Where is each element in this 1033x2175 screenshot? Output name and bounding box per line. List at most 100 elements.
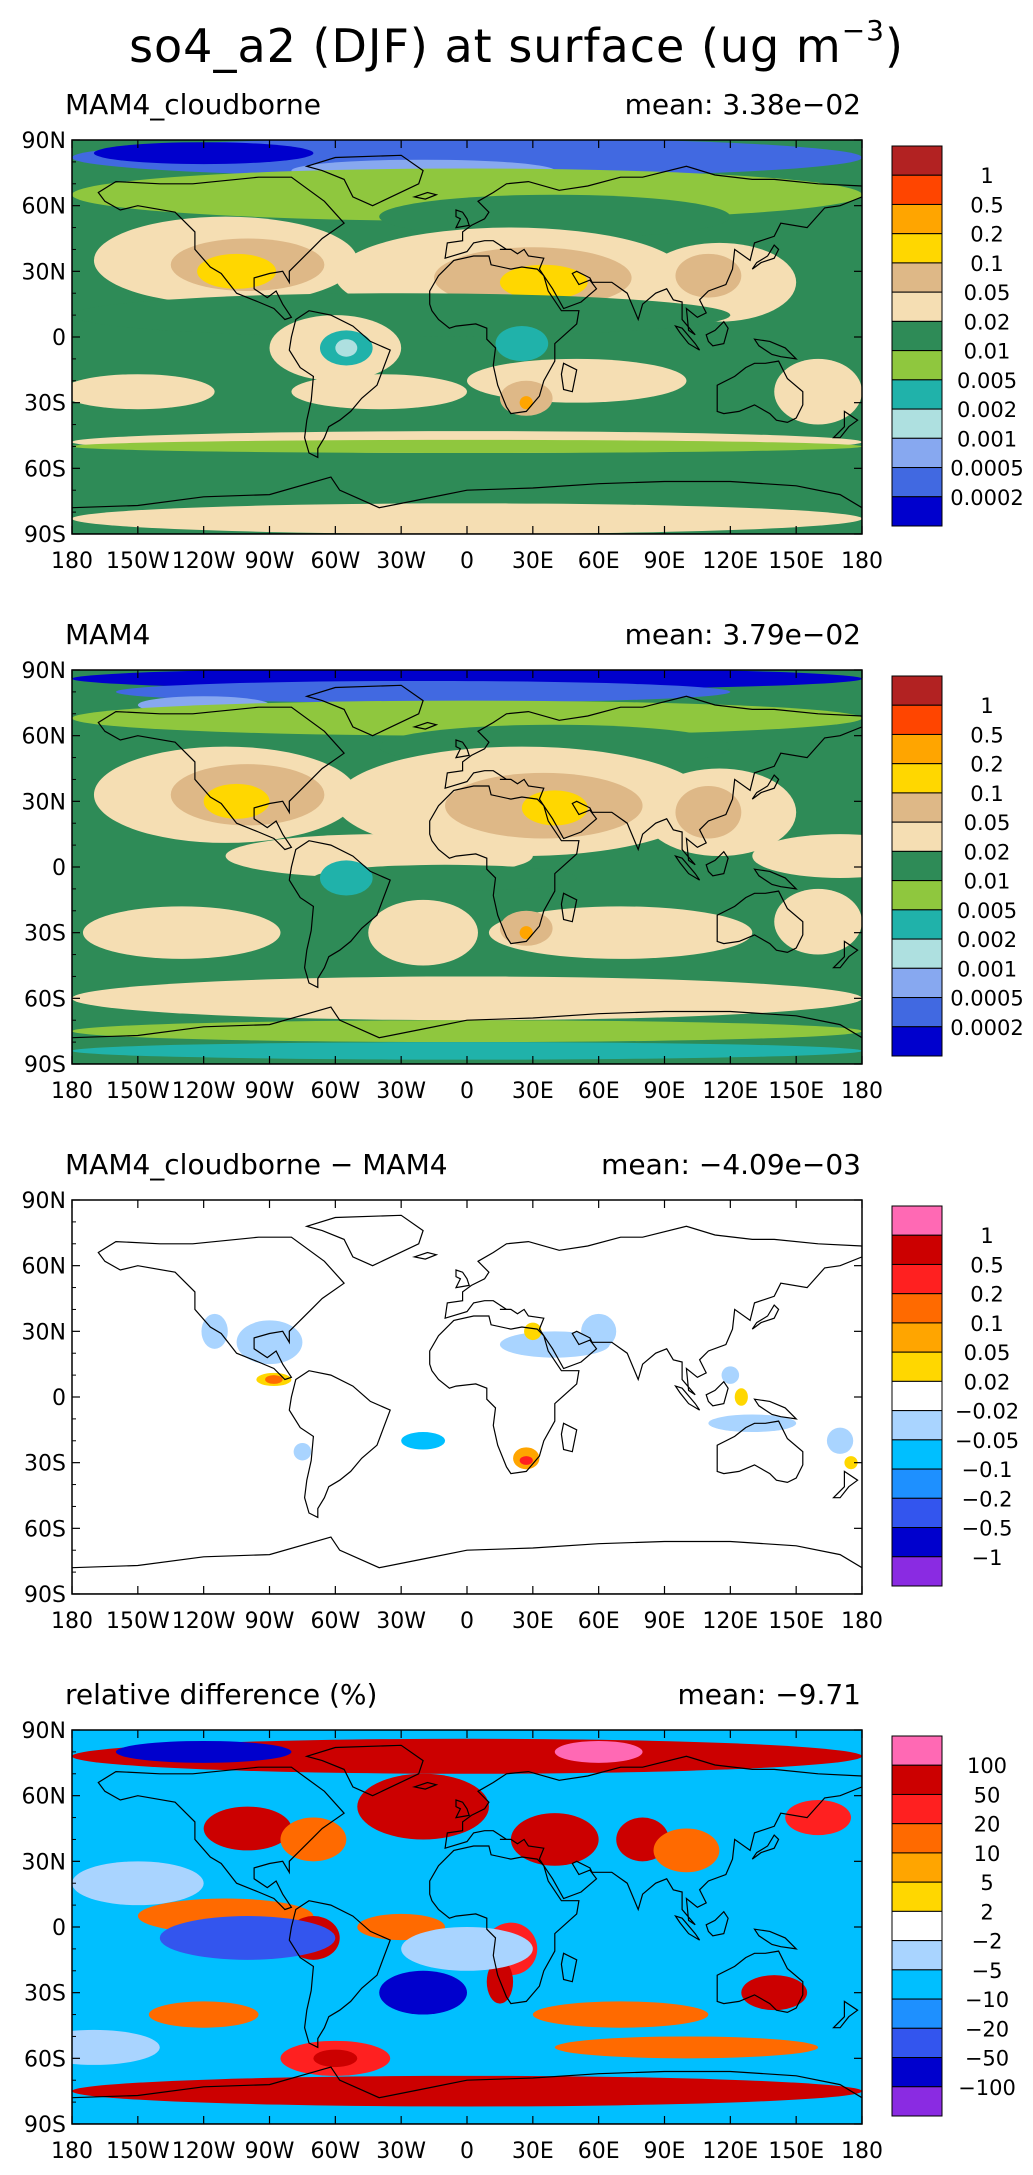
field-contour — [72, 293, 731, 337]
colorbar-label: 5 — [980, 1871, 993, 1895]
lon-label: 120E — [702, 549, 758, 574]
lon-label: 60W — [310, 549, 360, 574]
field-layer — [72, 140, 862, 534]
lon-label: 90W — [245, 549, 295, 574]
colorbar-swatch — [891, 320, 943, 352]
colorbar-label: −50 — [965, 2047, 1009, 2071]
coastline-madagascar — [560, 1952, 578, 1983]
lon-label: 0 — [460, 1079, 474, 1104]
coastline-greenland — [304, 684, 424, 737]
colorbar-label: 0.1 — [970, 782, 1003, 806]
coastline-greenland — [304, 154, 424, 207]
field-background — [72, 1200, 862, 1594]
field-contour — [72, 1042, 862, 1060]
colorbar-label: −20 — [965, 2017, 1009, 2041]
lat-label: 60S — [24, 2047, 66, 2072]
panel-label: MAM4 — [65, 618, 151, 651]
colorbar-label: −0.2 — [962, 1487, 1013, 1511]
field-contour — [708, 1414, 797, 1433]
lon-label: 120W — [172, 1079, 236, 1104]
lon-label: 60W — [310, 1079, 360, 1104]
colorbar-swatch — [891, 233, 943, 264]
coastline-north-america — [97, 1766, 345, 1911]
coastline-sumatra — [674, 855, 701, 881]
colorbar-swatch — [891, 1793, 943, 1825]
lon-label: 60W — [310, 2139, 360, 2164]
lat-label: 60N — [22, 195, 66, 220]
field-contour — [357, 1773, 489, 1840]
colorbar-swatch — [891, 1881, 943, 1912]
lon-label: 60E — [578, 1609, 620, 1634]
field-contour — [72, 1020, 862, 1043]
coastline-africa — [429, 1315, 580, 1475]
colorbar-swatch — [891, 821, 943, 852]
coastline-uk — [454, 1269, 470, 1289]
colorbar-label: 0.0002 — [950, 1016, 1023, 1040]
panel-cloudborne: MAM4_cloudborne mean: 3.38e−02 90N 60N 30N… — [0, 62, 1033, 592]
lon-label: 150E — [768, 549, 824, 574]
field-contour — [581, 1313, 617, 1349]
lon-label: 0 — [460, 1609, 474, 1634]
colorbar-label: −0.02 — [955, 1400, 1019, 1424]
colorbar-swatch — [891, 1764, 943, 1795]
coastline-iceland — [411, 1251, 439, 1260]
colorbar-swatch — [891, 1527, 943, 1558]
field-contour — [752, 834, 862, 878]
coastline-antarctica — [72, 476, 862, 534]
lat-label: 30S — [24, 392, 66, 417]
colorbar-swatch — [891, 880, 943, 911]
field-contour — [368, 899, 478, 966]
lon-label: 90E — [644, 549, 686, 574]
colorbar-label: 0.001 — [957, 957, 1017, 981]
lon-label: 0 — [460, 549, 474, 574]
coastlines — [72, 154, 862, 534]
lat-label: 0 — [52, 856, 66, 881]
colorbar-swatch — [891, 379, 943, 410]
lat-label: 60N — [22, 725, 66, 750]
colorbar-label: −1 — [972, 1546, 1003, 1570]
lon-label: 180 — [841, 2139, 883, 2164]
field-contour — [495, 326, 549, 362]
colorbar-swatch — [891, 408, 943, 439]
coastline-sumatra — [674, 1915, 701, 1941]
colorbar-swatch — [891, 1468, 943, 1499]
lat-label: 60N — [22, 1785, 66, 1810]
lon-label: 120E — [702, 1079, 758, 1104]
colorbar-label: 0.01 — [964, 340, 1011, 364]
field-contour — [401, 1927, 533, 1971]
field-contour — [72, 976, 862, 1021]
lat-label: 30S — [24, 922, 66, 947]
coastline-antarctica — [72, 2066, 862, 2124]
colorbar-swatch — [891, 1322, 943, 1353]
lon-label: 180 — [51, 1079, 93, 1104]
colorbar-label: 0.1 — [970, 252, 1003, 276]
field-contour — [675, 786, 742, 839]
field-contour — [519, 1456, 533, 1465]
coastline-australia — [716, 1950, 804, 2014]
colorbar-label: 0.5 — [970, 193, 1003, 217]
colorbar-swatch — [891, 496, 943, 527]
colorbar-label: 1 — [980, 164, 993, 188]
coastlines — [72, 1214, 862, 1594]
lon-label: 90E — [644, 2139, 686, 2164]
colorbar-swatch — [891, 1556, 943, 1587]
colorbar-swatch — [891, 938, 943, 969]
field-contour — [826, 1427, 854, 1454]
field-contour — [115, 680, 731, 703]
coastline-antarctica — [72, 1006, 862, 1064]
lat-label: 30N — [22, 1850, 66, 1875]
field-contour — [313, 2049, 358, 2068]
colorbar-label: 0.002 — [957, 398, 1017, 422]
field-contour — [785, 1800, 852, 1836]
field-contour — [521, 790, 588, 826]
coastlines — [72, 684, 862, 1064]
coastline-iceland — [411, 721, 439, 730]
colorbar-swatch — [891, 2086, 943, 2117]
colorbar-label: 0.0005 — [950, 457, 1023, 481]
lon-label: 60E — [578, 549, 620, 574]
colorbar-label: 50 — [974, 1783, 1001, 1807]
field-contour — [721, 1366, 740, 1384]
lat-label: 90N — [22, 659, 66, 684]
lon-label: 30E — [512, 2139, 554, 2164]
